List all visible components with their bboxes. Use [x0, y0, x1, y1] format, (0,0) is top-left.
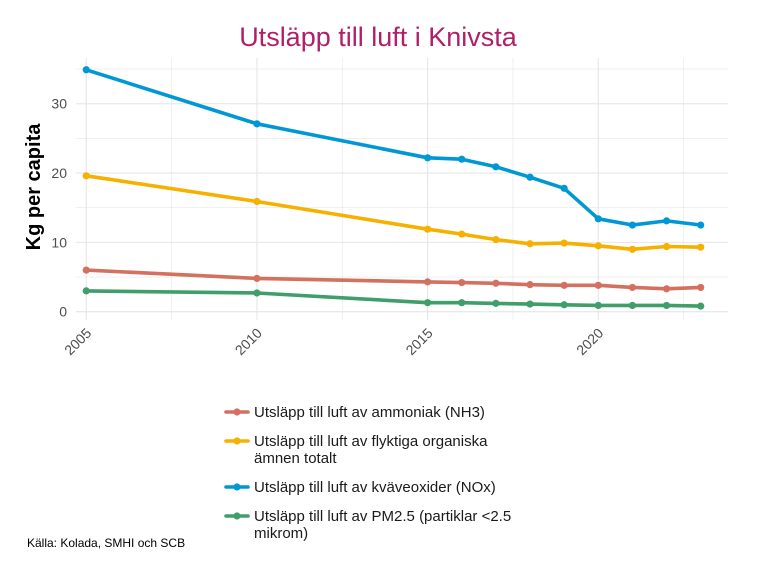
data-point: [458, 299, 466, 307]
grid-lines: [76, 58, 728, 320]
legend-label-line: Utsläpp till luft av flyktiga organiska: [254, 433, 488, 450]
data-point: [492, 279, 500, 287]
data-point: [560, 239, 568, 247]
series-group: [82, 266, 705, 293]
legend-item: Utsläpp till luft av kväveoxider (NOx): [224, 479, 496, 496]
data-point: [560, 281, 568, 289]
data-point: [424, 278, 432, 286]
data-point: [697, 243, 705, 251]
data-point: [628, 221, 637, 229]
data-point: [697, 221, 705, 229]
chart-title: Utsläpp till luft i Knivsta: [239, 22, 518, 52]
data-point: [594, 281, 602, 289]
data-point: [458, 230, 466, 238]
data-point: [697, 302, 705, 310]
data-point: [526, 300, 534, 308]
series-group: [82, 172, 705, 253]
data-point: [526, 173, 534, 181]
legend: Utsläpp till luft av ammoniak (NH3) Utslä…: [224, 404, 511, 542]
data-point: [662, 242, 671, 251]
data-point: [526, 240, 534, 248]
data-point: [697, 283, 705, 292]
legend-label: Utsläpp till luft av flyktiga organiska ä…: [254, 433, 488, 467]
series-lines: [82, 66, 705, 310]
series-group: [82, 287, 705, 310]
data-point: [594, 215, 602, 223]
legend-marker: [233, 483, 241, 491]
legend-label: Utsläpp till luft av PM2.5 (partiklar <2…: [254, 508, 511, 542]
data-point: [253, 274, 261, 283]
series-group: [82, 66, 705, 229]
data-point: [82, 66, 90, 74]
data-point: [253, 197, 261, 206]
legend-marker: [233, 512, 241, 520]
data-point: [662, 217, 671, 225]
data-point: [662, 301, 671, 310]
legend-label: Utsläpp till luft av kväveoxider (NOx): [254, 479, 496, 496]
legend-label-line: mikrom): [254, 525, 308, 542]
legend-marker: [233, 437, 241, 445]
data-point: [628, 245, 637, 253]
data-point: [628, 283, 637, 292]
source-caption: Källa: Kolada, SMHI och SCB: [27, 536, 185, 550]
data-point: [662, 285, 671, 293]
legend-label-line: ämnen totalt: [254, 450, 337, 467]
y-axis-title: Kg per capita: [23, 123, 45, 251]
data-point: [424, 299, 432, 307]
data-point: [253, 120, 261, 128]
legend-item: Utsläpp till luft av ammoniak (NH3): [224, 404, 485, 421]
y-tick-label: 10: [51, 234, 67, 250]
legend-label-line: Utsläpp till luft av ammoniak (NH3): [254, 404, 485, 421]
data-point: [458, 278, 466, 287]
data-point: [82, 172, 90, 180]
data-point: [253, 289, 261, 297]
data-point: [492, 163, 500, 171]
data-point: [492, 235, 500, 244]
legend-label: Utsläpp till luft av ammoniak (NH3): [254, 404, 485, 421]
legend-marker: [233, 408, 241, 416]
data-point: [560, 184, 568, 192]
data-point: [628, 301, 637, 310]
data-point: [560, 301, 568, 309]
legend-label-line: Utsläpp till luft av PM2.5 (partiklar <2…: [254, 508, 511, 525]
data-point: [82, 266, 90, 274]
y-tick-label: 0: [59, 304, 67, 320]
data-point: [492, 299, 500, 307]
legend-item: Utsläpp till luft av flyktiga organiska ä…: [224, 433, 488, 467]
data-point: [424, 225, 432, 233]
data-point: [82, 287, 90, 295]
data-point: [594, 242, 602, 250]
data-point: [458, 155, 466, 163]
data-point: [424, 154, 432, 162]
y-tick-label: 20: [51, 165, 67, 181]
legend-item: Utsläpp till luft av PM2.5 (partiklar <2…: [224, 508, 511, 542]
legend-label-line: Utsläpp till luft av kväveoxider (NOx): [254, 479, 496, 496]
data-point: [594, 301, 602, 310]
data-point: [526, 281, 534, 289]
y-tick-label: 30: [51, 96, 67, 112]
